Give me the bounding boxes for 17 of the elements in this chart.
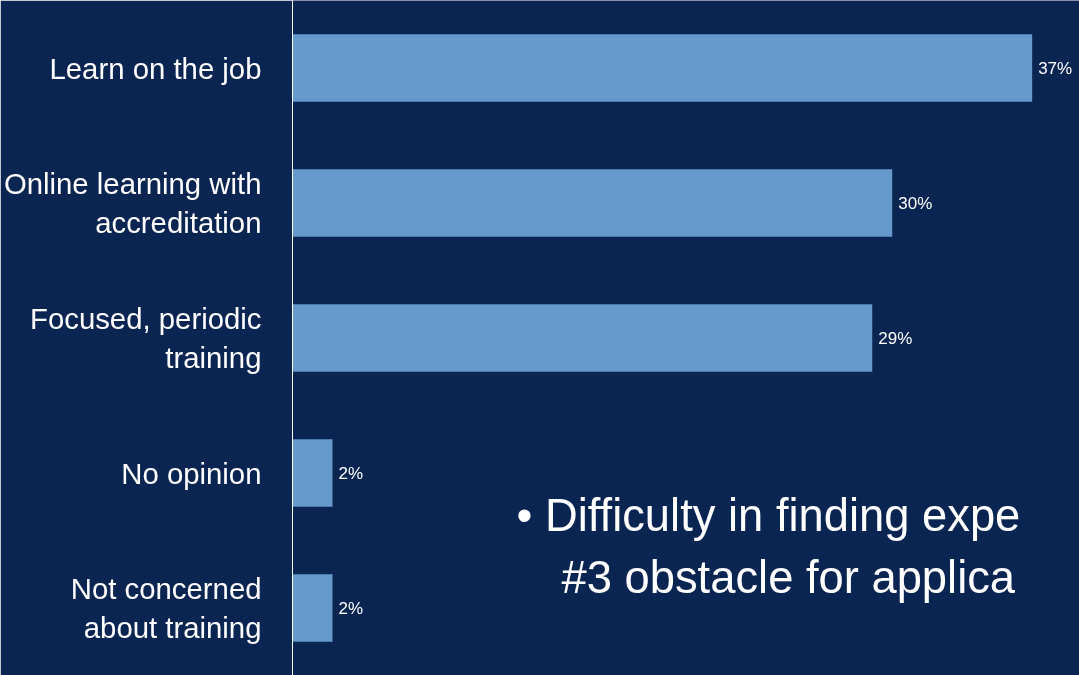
annotation: #3 obstacle for applica (561, 551, 1016, 603)
y-tick-label: Focused, periodic training (30, 301, 262, 375)
bar (292, 439, 333, 507)
y-tick-label: Online learning with accreditation (3, 166, 262, 240)
data-label: 37% (1038, 58, 1073, 78)
bar (292, 574, 333, 642)
y-tick-label: Not concerned about training (70, 571, 262, 645)
annotation: • Difficulty in finding expe (516, 489, 1021, 541)
y-tick-label: No opinion (121, 456, 262, 490)
data-label: 2% (338, 598, 364, 618)
data-label: 29% (878, 328, 913, 348)
bar (292, 169, 893, 237)
bar (292, 304, 873, 372)
data-label: 30% (898, 193, 933, 213)
data-label: 2% (338, 463, 364, 483)
bar (292, 34, 1033, 102)
y-tick-label: Learn on the job (49, 51, 262, 85)
